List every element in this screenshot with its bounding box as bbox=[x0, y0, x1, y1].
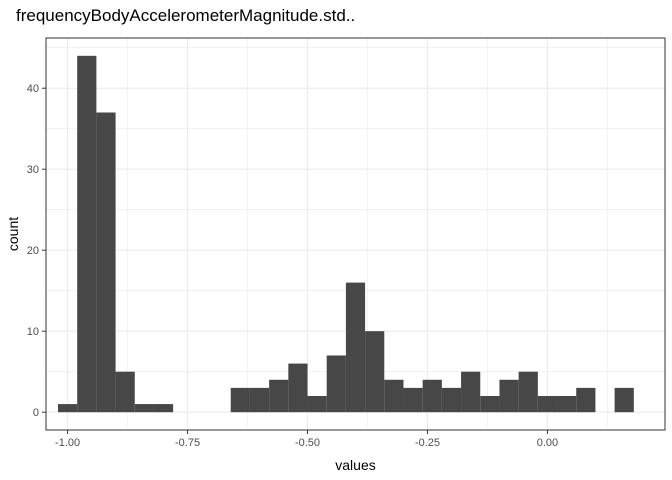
y-tick-label-0: 0 bbox=[33, 407, 39, 419]
histogram-bar-2 bbox=[96, 112, 116, 413]
x-axis-ticks: -1.00 -0.75 -0.50 -0.25 0.00 bbox=[55, 430, 558, 449]
chart-title: frequencyBodyAccelerometerMagnitude.std.… bbox=[16, 6, 356, 25]
histogram-bar-14 bbox=[384, 379, 404, 413]
y-tick-label-4: 40 bbox=[27, 83, 39, 95]
x-tick-label-3: -0.25 bbox=[415, 437, 440, 449]
histogram-bar-16 bbox=[422, 379, 442, 413]
histogram-bar-15 bbox=[403, 387, 423, 413]
panel-border bbox=[45, 37, 666, 431]
x-tick-label-2: -0.50 bbox=[295, 437, 320, 449]
histogram-bar-22 bbox=[537, 395, 558, 413]
histogram-bars bbox=[57, 55, 634, 413]
histogram-bar-8 bbox=[269, 379, 289, 413]
x-tick-label-0: -1.00 bbox=[55, 437, 80, 449]
histogram-bar-18 bbox=[461, 371, 481, 413]
histogram-bar-9 bbox=[288, 363, 308, 413]
histogram-bar-0 bbox=[57, 404, 78, 413]
x-tick-label-4: 0.00 bbox=[537, 437, 558, 449]
histogram-bar-11 bbox=[326, 355, 346, 413]
y-tick-label-1: 10 bbox=[27, 326, 39, 338]
histogram-bar-20 bbox=[499, 379, 519, 413]
histogram-bar-4 bbox=[134, 404, 154, 413]
histogram-bar-10 bbox=[307, 395, 327, 413]
histogram-bar-17 bbox=[441, 387, 462, 413]
histogram-bar-5 bbox=[153, 404, 174, 413]
histogram-bar-7 bbox=[249, 387, 270, 413]
y-tick-label-2: 20 bbox=[27, 245, 39, 257]
x-axis-title: values bbox=[335, 457, 375, 473]
y-axis-title: count bbox=[5, 217, 21, 251]
histogram-bar-13 bbox=[365, 331, 385, 413]
histogram-bar-25 bbox=[614, 387, 634, 413]
y-tick-label-3: 30 bbox=[27, 164, 39, 176]
histogram-bar-21 bbox=[518, 371, 538, 413]
y-axis-ticks: 0 10 20 30 40 bbox=[27, 83, 46, 419]
histogram-bar-19 bbox=[480, 395, 500, 413]
histogram-bar-23 bbox=[557, 395, 577, 413]
histogram-bar-12 bbox=[345, 282, 366, 413]
histogram-bar-3 bbox=[115, 371, 135, 413]
histogram-bar-6 bbox=[230, 387, 250, 413]
histogram-bar-24 bbox=[576, 387, 596, 413]
x-tick-label-1: -0.75 bbox=[175, 437, 200, 449]
histogram-bar-1 bbox=[77, 55, 97, 413]
